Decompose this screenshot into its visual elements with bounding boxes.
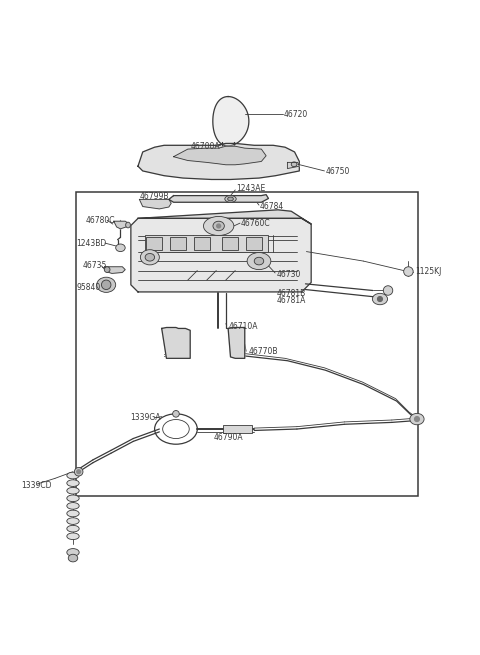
Polygon shape <box>162 328 190 358</box>
Text: 46720: 46720 <box>284 109 308 119</box>
Ellipse shape <box>145 253 155 261</box>
Ellipse shape <box>67 480 79 487</box>
Circle shape <box>415 417 420 421</box>
Text: 46780C: 46780C <box>86 215 115 225</box>
Ellipse shape <box>68 554 78 562</box>
Ellipse shape <box>67 549 79 556</box>
Ellipse shape <box>384 286 393 295</box>
Circle shape <box>217 224 220 228</box>
Polygon shape <box>288 162 300 168</box>
Ellipse shape <box>213 221 224 231</box>
Polygon shape <box>228 328 245 358</box>
Ellipse shape <box>67 525 79 532</box>
Polygon shape <box>114 221 128 229</box>
Text: 46781A: 46781A <box>277 297 306 305</box>
Ellipse shape <box>228 197 233 201</box>
Ellipse shape <box>291 162 297 166</box>
Ellipse shape <box>74 468 83 476</box>
Ellipse shape <box>104 267 110 272</box>
Polygon shape <box>138 210 311 224</box>
Ellipse shape <box>410 413 424 424</box>
Ellipse shape <box>404 267 413 276</box>
Text: 1243AE: 1243AE <box>236 185 265 193</box>
Ellipse shape <box>67 502 79 509</box>
Ellipse shape <box>204 217 234 235</box>
Text: 46790A: 46790A <box>214 433 243 442</box>
Ellipse shape <box>126 222 131 228</box>
Ellipse shape <box>67 510 79 517</box>
Ellipse shape <box>101 280 111 290</box>
Bar <box>223 425 252 433</box>
Ellipse shape <box>247 253 271 270</box>
Bar <box>170 237 186 250</box>
Text: 46784: 46784 <box>260 202 284 210</box>
Ellipse shape <box>254 257 264 265</box>
Text: 95840: 95840 <box>76 283 101 292</box>
Text: 46710A: 46710A <box>228 322 258 331</box>
Bar <box>146 237 162 250</box>
Text: 46730: 46730 <box>277 270 301 279</box>
Ellipse shape <box>96 277 116 292</box>
Text: 46760C: 46760C <box>241 219 271 228</box>
Ellipse shape <box>173 411 179 417</box>
Circle shape <box>378 297 383 301</box>
Bar <box>222 237 238 250</box>
Text: 46700A: 46700A <box>190 141 220 151</box>
Text: 1339CD: 1339CD <box>21 481 51 489</box>
Text: 1125KJ: 1125KJ <box>416 267 442 276</box>
Text: 46799B: 46799B <box>139 192 169 201</box>
Ellipse shape <box>67 533 79 540</box>
Ellipse shape <box>67 517 79 525</box>
Text: 46781B: 46781B <box>277 289 306 298</box>
Ellipse shape <box>140 250 159 265</box>
Bar <box>76 193 418 496</box>
Polygon shape <box>213 96 249 146</box>
Polygon shape <box>174 146 266 165</box>
Ellipse shape <box>225 196 236 202</box>
Polygon shape <box>138 143 300 179</box>
Polygon shape <box>105 267 125 273</box>
Polygon shape <box>169 195 268 202</box>
Text: 46770B: 46770B <box>249 346 278 356</box>
Circle shape <box>77 470 81 474</box>
Ellipse shape <box>116 244 125 252</box>
Polygon shape <box>139 199 171 209</box>
Ellipse shape <box>67 487 79 494</box>
Ellipse shape <box>163 420 189 438</box>
Circle shape <box>173 426 179 432</box>
Bar <box>193 237 210 250</box>
Text: 1243BD: 1243BD <box>76 238 107 248</box>
Ellipse shape <box>372 293 387 305</box>
Text: 46735: 46735 <box>83 261 107 271</box>
Bar <box>145 235 268 252</box>
Ellipse shape <box>67 472 79 479</box>
Polygon shape <box>131 218 311 292</box>
Ellipse shape <box>67 495 79 502</box>
Text: 1339GA: 1339GA <box>130 413 160 422</box>
Text: 46750: 46750 <box>325 168 350 176</box>
Bar <box>246 237 262 250</box>
